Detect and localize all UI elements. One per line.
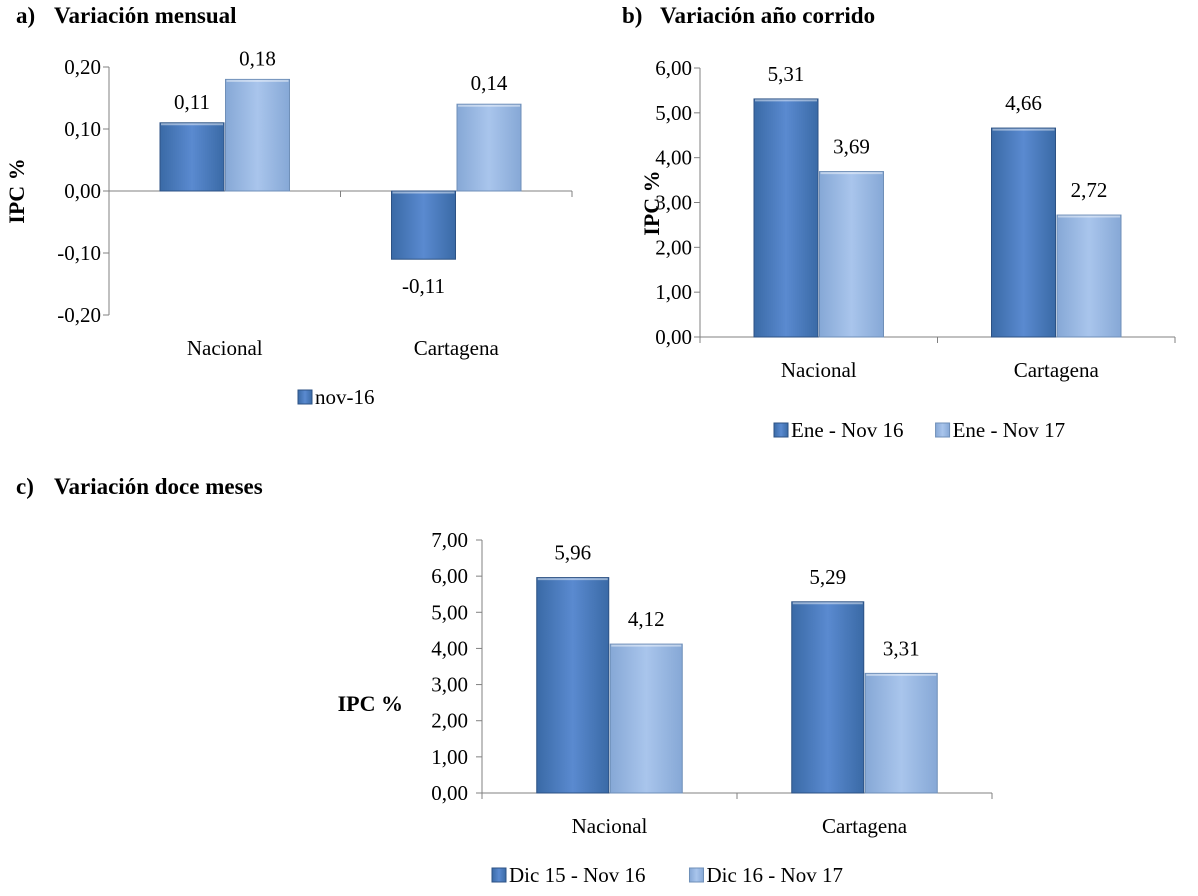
y-tick-label: 1,00 <box>431 745 468 769</box>
y-tick-label: 5,00 <box>431 600 468 624</box>
chart-b: 6,00 5,00 4,00 3,00 2,00 1,00 0,00 Nacional 5,31… <box>639 56 1176 442</box>
category-label: Cartagena <box>822 814 908 838</box>
chart-c-title: c) Variación doce meses <box>16 474 263 500</box>
legend-swatch <box>935 422 951 438</box>
y-axis-title: IPC % <box>639 170 664 235</box>
legend-swatch <box>297 389 313 405</box>
chart-c-title-text: Variación doce meses <box>54 474 263 499</box>
data-label: 0,18 <box>239 46 276 70</box>
y-tick-label: 2,00 <box>431 709 468 733</box>
legend-label: nov-16 <box>315 385 375 409</box>
legend-label: Ene - Nov 17 <box>953 418 1066 442</box>
y-tick-label: 3,00 <box>431 673 468 697</box>
chart-a-title: a) Variación mensual <box>16 3 237 29</box>
y-axis-title: IPC % <box>338 691 403 716</box>
data-label: 4,66 <box>1005 91 1042 115</box>
category-label: Nacional <box>187 336 263 360</box>
y-tick-label: 0,20 <box>64 55 101 79</box>
y-tick-label: 1,00 <box>655 280 692 304</box>
data-label: 4,12 <box>628 607 665 631</box>
bar <box>159 122 225 192</box>
y-tick-label: 4,00 <box>431 636 468 660</box>
legend-label: Dic 15 - Nov 16 <box>509 863 645 887</box>
category-label: Cartagena <box>414 336 500 360</box>
y-tick-label: 0,00 <box>64 179 101 203</box>
bar <box>391 190 456 260</box>
data-label: 0,14 <box>471 71 508 95</box>
legend-swatch <box>773 422 789 438</box>
bar <box>536 577 610 794</box>
chart-b-title-text: Variación año corrido <box>660 3 876 28</box>
chart-c: 7,00 6,00 5,00 4,00 3,00 2,00 1,00 0,00 Nacional… <box>338 528 993 887</box>
y-tick-label: 5,00 <box>655 101 692 125</box>
y-tick-label: 0,10 <box>64 117 101 141</box>
chart-a-title-text: Variación mensual <box>54 3 237 28</box>
y-tick-label: -0,20 <box>57 303 101 327</box>
bar <box>791 601 865 794</box>
y-axis-title: IPC % <box>4 158 29 223</box>
y-tick-label: -0,10 <box>57 241 101 265</box>
data-label: 0,11 <box>174 90 210 114</box>
bar <box>456 103 522 192</box>
legend-label: Ene - Nov 16 <box>791 418 904 442</box>
y-tick-label: 0,00 <box>431 781 468 805</box>
data-label: 5,29 <box>809 565 846 589</box>
y-tick-label: 6,00 <box>655 56 692 80</box>
category-label: Cartagena <box>1014 358 1100 382</box>
category-label: Nacional <box>572 814 648 838</box>
data-label: 5,96 <box>554 541 591 565</box>
data-label: 5,31 <box>768 62 805 86</box>
data-label: 3,31 <box>883 636 920 660</box>
category-label: Nacional <box>781 358 857 382</box>
bar <box>991 127 1056 338</box>
legend-label: Dic 16 - Nov 17 <box>706 863 842 887</box>
bar <box>1056 214 1122 338</box>
data-label: 2,72 <box>1071 178 1108 202</box>
bar <box>753 98 819 338</box>
bar <box>225 78 290 192</box>
y-tick-label: 2,00 <box>655 235 692 259</box>
y-tick-label: 7,00 <box>431 528 468 552</box>
chart-a-panel-letter: a) <box>16 3 36 28</box>
y-tick-label: 6,00 <box>431 564 468 588</box>
y-tick-label: 3,00 <box>655 191 692 215</box>
data-label: 3,69 <box>833 135 870 159</box>
chart-c-panel-letter: c) <box>16 474 34 499</box>
bar <box>864 672 938 794</box>
chart-a: 0,20 0,10 0,00 -0,10 -0,20 Nacional 0,11 0,18 Ca… <box>4 46 573 409</box>
data-label: -0,11 <box>402 274 445 298</box>
legend-swatch <box>688 867 704 883</box>
chart-b-title: b) Variación año corrido <box>622 3 875 29</box>
bar <box>819 171 884 338</box>
y-tick-label: 4,00 <box>655 146 692 170</box>
bar <box>609 643 683 794</box>
legend-swatch <box>491 867 507 883</box>
y-tick-label: 0,00 <box>655 325 692 349</box>
chart-b-panel-letter: b) <box>622 3 643 28</box>
